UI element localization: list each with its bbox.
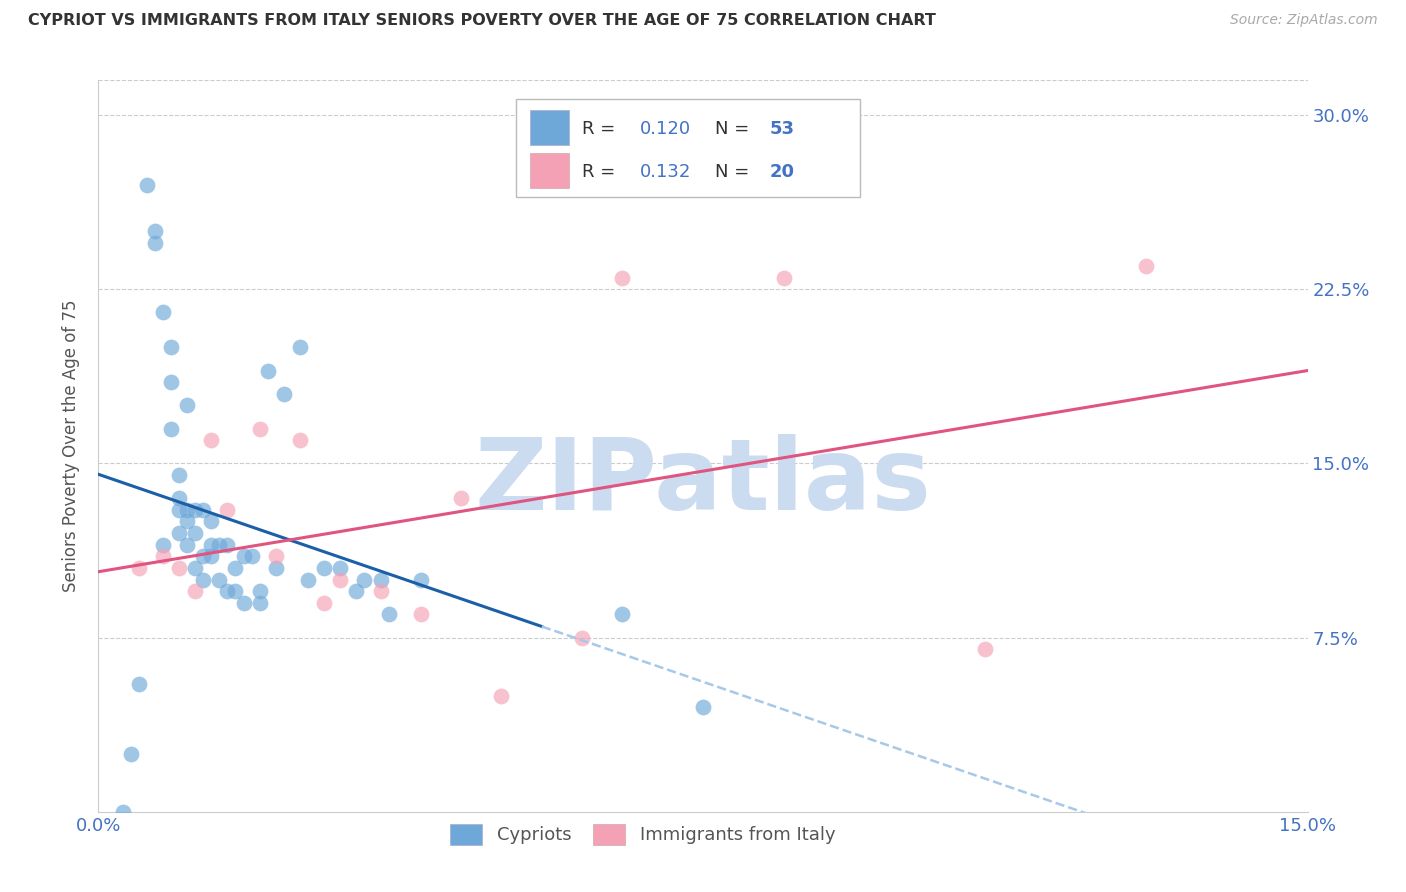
Point <box>217 503 239 517</box>
Point <box>217 584 239 599</box>
Point <box>208 573 231 587</box>
Point <box>974 642 997 657</box>
Point <box>249 421 271 435</box>
FancyBboxPatch shape <box>530 111 569 145</box>
Legend: Cypriots, Immigrants from Italy: Cypriots, Immigrants from Italy <box>440 815 845 854</box>
Point <box>240 549 263 564</box>
Point <box>329 561 352 575</box>
Text: 53: 53 <box>769 120 794 138</box>
Point <box>152 305 174 319</box>
Point <box>160 340 183 354</box>
Point <box>193 549 215 564</box>
Point <box>329 573 352 587</box>
Point <box>692 700 714 714</box>
Y-axis label: Seniors Poverty Over the Age of 75: Seniors Poverty Over the Age of 75 <box>62 300 80 592</box>
Point <box>288 433 311 447</box>
Point <box>232 596 254 610</box>
Text: R =: R = <box>582 162 621 181</box>
Point <box>200 433 222 447</box>
Point <box>200 549 222 564</box>
Point <box>249 596 271 610</box>
Point <box>370 573 392 587</box>
Text: CYPRIOT VS IMMIGRANTS FROM ITALY SENIORS POVERTY OVER THE AGE OF 75 CORRELATION : CYPRIOT VS IMMIGRANTS FROM ITALY SENIORS… <box>28 13 936 29</box>
FancyBboxPatch shape <box>516 99 860 197</box>
Text: 0.132: 0.132 <box>640 162 692 181</box>
Point <box>314 596 336 610</box>
Point <box>273 386 295 401</box>
Point <box>184 584 207 599</box>
Point <box>409 573 432 587</box>
Point <box>264 549 287 564</box>
Point <box>344 584 367 599</box>
Point <box>264 561 287 575</box>
Point <box>152 549 174 564</box>
Point <box>224 584 246 599</box>
Point <box>167 561 190 575</box>
Point <box>297 573 319 587</box>
Point <box>491 689 513 703</box>
Text: 0.120: 0.120 <box>640 120 692 138</box>
Point <box>184 503 207 517</box>
Point <box>612 270 634 285</box>
Point <box>314 561 336 575</box>
Point <box>128 677 150 691</box>
Point <box>217 538 239 552</box>
Point <box>772 270 794 285</box>
Point <box>184 561 207 575</box>
Point <box>167 491 190 506</box>
Point <box>167 468 190 483</box>
Point <box>249 584 271 599</box>
Point <box>193 573 215 587</box>
Point <box>224 561 246 575</box>
Point <box>450 491 472 506</box>
Point <box>409 607 432 622</box>
Point <box>160 421 183 435</box>
Point <box>353 573 375 587</box>
Text: ZIPatlas: ZIPatlas <box>475 434 931 531</box>
Point <box>176 515 198 529</box>
Point <box>160 375 183 389</box>
Point <box>184 526 207 541</box>
Point <box>612 607 634 622</box>
Point <box>370 584 392 599</box>
Text: 20: 20 <box>769 162 794 181</box>
Point <box>152 538 174 552</box>
Point <box>135 178 157 192</box>
Point <box>208 538 231 552</box>
Point <box>1135 259 1157 273</box>
Point <box>256 363 278 377</box>
Point <box>111 805 134 819</box>
Point <box>176 398 198 412</box>
Point <box>200 515 222 529</box>
Text: N =: N = <box>716 162 755 181</box>
Point <box>143 235 166 250</box>
FancyBboxPatch shape <box>530 153 569 188</box>
Text: Source: ZipAtlas.com: Source: ZipAtlas.com <box>1230 13 1378 28</box>
Point <box>193 503 215 517</box>
Point <box>176 503 198 517</box>
Point <box>288 340 311 354</box>
Point <box>167 526 190 541</box>
Point <box>176 538 198 552</box>
Point <box>200 538 222 552</box>
Point <box>143 224 166 238</box>
Point <box>571 631 593 645</box>
Point <box>377 607 399 622</box>
Point <box>128 561 150 575</box>
Point <box>232 549 254 564</box>
Point <box>167 503 190 517</box>
Text: R =: R = <box>582 120 621 138</box>
Point <box>120 747 142 761</box>
Text: N =: N = <box>716 120 755 138</box>
